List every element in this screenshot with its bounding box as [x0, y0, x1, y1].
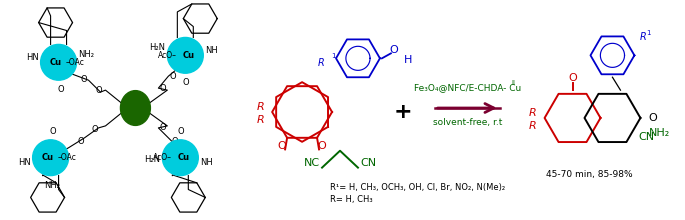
Text: 45-70 min, 85-98%: 45-70 min, 85-98%: [546, 170, 633, 179]
Text: H₂N: H₂N: [149, 43, 165, 52]
Text: solvent-free, r.t: solvent-free, r.t: [433, 118, 502, 127]
Text: NH: NH: [200, 158, 213, 167]
Text: R¹= H, CH₃, OCH₃, OH, Cl, Br, NO₂, N(Me)₂: R¹= H, CH₃, OCH₃, OH, Cl, Br, NO₂, N(Me)…: [330, 183, 505, 192]
Ellipse shape: [121, 91, 151, 125]
Text: AcO–: AcO–: [158, 51, 177, 60]
Text: O: O: [77, 137, 84, 146]
Text: Fe₃O₄@NFC/E-CHDA- Cu: Fe₃O₄@NFC/E-CHDA- Cu: [414, 83, 521, 92]
Text: O: O: [58, 85, 64, 94]
Text: –OAc: –OAc: [66, 58, 84, 67]
Text: AcO–: AcO–: [153, 153, 173, 162]
Text: O: O: [91, 125, 98, 134]
Text: H₂N: H₂N: [145, 155, 160, 164]
Text: O: O: [95, 86, 102, 95]
Text: NH₂: NH₂: [79, 50, 95, 59]
Text: O: O: [171, 137, 177, 146]
Text: –OAc: –OAc: [58, 153, 77, 162]
Text: CN: CN: [360, 158, 376, 168]
Text: 1: 1: [647, 29, 651, 35]
Text: O: O: [169, 72, 175, 81]
Text: II: II: [512, 80, 516, 86]
Text: NH: NH: [206, 46, 218, 55]
Text: O: O: [318, 141, 327, 151]
Text: R: R: [529, 108, 536, 118]
Text: NH₂: NH₂: [649, 128, 670, 138]
Text: Cu: Cu: [177, 153, 189, 162]
Text: O: O: [568, 73, 577, 83]
Text: HN: HN: [26, 53, 38, 62]
Text: +: +: [394, 102, 412, 122]
Text: O: O: [182, 78, 188, 87]
Text: 1: 1: [331, 53, 336, 59]
Text: CN: CN: [638, 132, 655, 142]
Text: Cu: Cu: [49, 58, 62, 67]
Text: HN: HN: [18, 158, 31, 167]
Text: NC: NC: [304, 158, 320, 168]
Text: NH₂: NH₂: [45, 181, 60, 190]
Text: R: R: [317, 58, 324, 68]
Circle shape: [40, 44, 77, 80]
Text: R: R: [256, 102, 264, 112]
Text: Cu: Cu: [42, 153, 53, 162]
Text: O: O: [49, 127, 56, 136]
Text: R: R: [256, 115, 264, 125]
Circle shape: [162, 140, 198, 176]
Text: O: O: [159, 84, 166, 93]
Text: O: O: [80, 75, 87, 84]
Circle shape: [33, 140, 68, 176]
Text: O: O: [649, 113, 657, 123]
Circle shape: [167, 37, 203, 73]
Text: R= H, CH₃: R= H, CH₃: [330, 195, 373, 204]
Text: Cu: Cu: [182, 51, 195, 60]
Text: R: R: [529, 121, 536, 131]
Text: O: O: [159, 123, 166, 132]
Text: O: O: [177, 127, 184, 136]
Text: H: H: [404, 55, 412, 65]
Text: R: R: [639, 33, 646, 42]
Text: O: O: [390, 45, 398, 55]
Text: O: O: [277, 141, 286, 151]
